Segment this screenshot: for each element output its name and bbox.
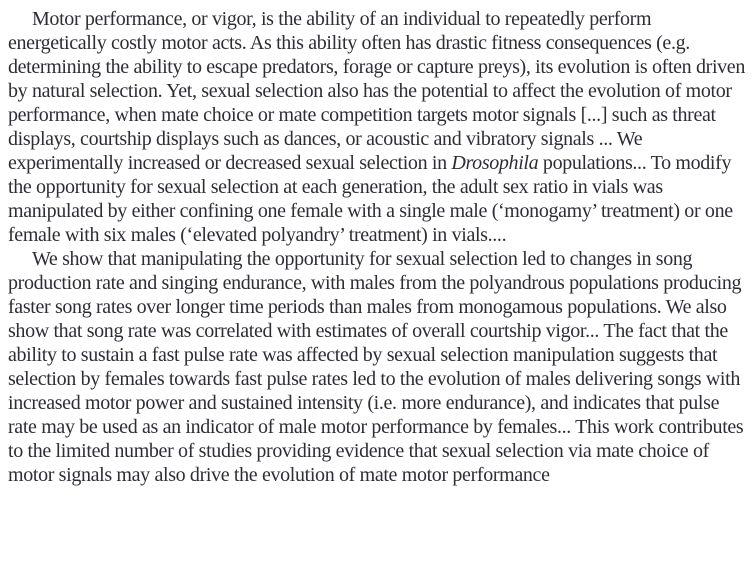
abstract-paragraph-1: Motor performance, or vigor, is the abil… [8,7,746,247]
paragraph-1-text-before-italic: Motor performance, or vigor, is the abil… [8,8,745,174]
abstract-paragraph-2: We show that manipulating the opportunit… [8,247,746,487]
paragraph-1-text-after-italic: populations... To modify the opportunity… [8,152,733,246]
paragraph-2-text: We show that manipulating the opportunit… [8,248,744,486]
species-name-drosophila: Drosophila [451,152,539,174]
abstract-text-block: Motor performance, or vigor, is the abil… [8,7,746,487]
